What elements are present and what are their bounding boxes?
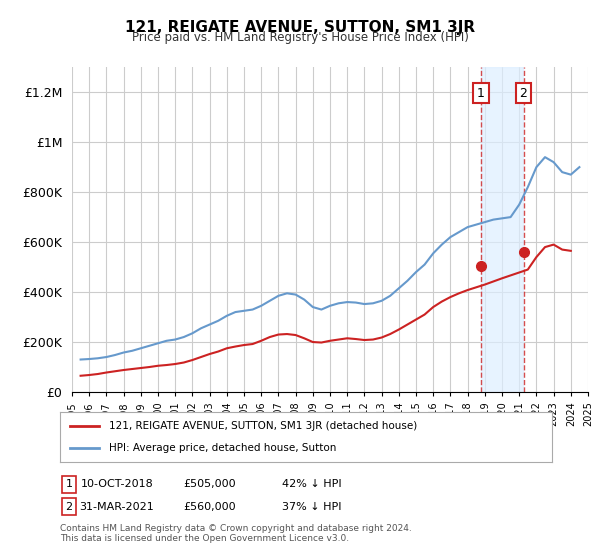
Text: 10-OCT-2018: 10-OCT-2018 (80, 479, 154, 489)
Text: 37% ↓ HPI: 37% ↓ HPI (282, 502, 342, 512)
Text: 2: 2 (520, 87, 527, 100)
Text: 121, REIGATE AVENUE, SUTTON, SM1 3JR: 121, REIGATE AVENUE, SUTTON, SM1 3JR (125, 20, 475, 35)
Text: 121, REIGATE AVENUE, SUTTON, SM1 3JR (detached house): 121, REIGATE AVENUE, SUTTON, SM1 3JR (de… (109, 421, 418, 431)
Text: 1: 1 (65, 479, 73, 489)
Text: 2: 2 (65, 502, 73, 512)
Text: 42% ↓ HPI: 42% ↓ HPI (282, 479, 342, 489)
Text: Price paid vs. HM Land Registry's House Price Index (HPI): Price paid vs. HM Land Registry's House … (131, 31, 469, 44)
Text: Contains HM Land Registry data © Crown copyright and database right 2024.
This d: Contains HM Land Registry data © Crown c… (60, 524, 412, 543)
Text: £505,000: £505,000 (184, 479, 236, 489)
Text: 1: 1 (477, 87, 485, 100)
Bar (481, 67, 523, 392)
Text: £560,000: £560,000 (184, 502, 236, 512)
Text: 31-MAR-2021: 31-MAR-2021 (80, 502, 154, 512)
Text: HPI: Average price, detached house, Sutton: HPI: Average price, detached house, Sutt… (109, 443, 337, 453)
